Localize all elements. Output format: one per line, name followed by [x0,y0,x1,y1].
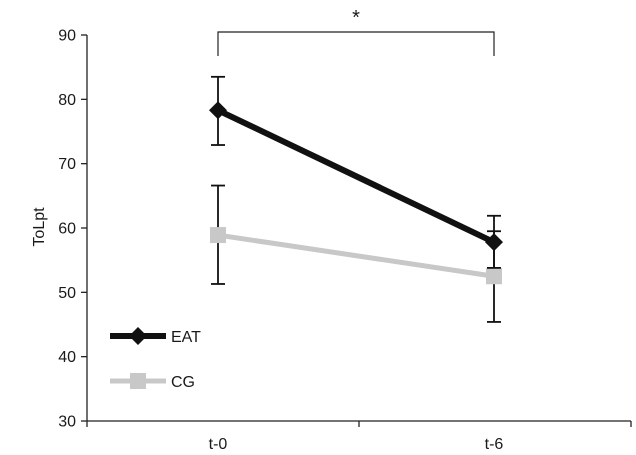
significance-marker: * [352,7,360,29]
y-tick-label: 40 [58,349,76,366]
legend-label: EAT [171,329,201,346]
data-point [486,268,502,285]
y-axis-title: ToLpt [31,207,48,247]
legend-item-cg: CG [110,373,195,391]
y-tick-label: 30 [58,414,76,431]
series-cg [210,184,502,323]
legend-item-eat: EAT [110,327,201,346]
legend: EAT CG [110,327,201,391]
y-tick-label: 50 [58,285,76,302]
series-eat [209,75,503,269]
x-tick-label: t-6 [485,436,504,453]
series [209,75,503,323]
significance-bracket [217,31,495,56]
annotations: * [217,7,495,56]
y-tick-label: 80 [58,92,76,109]
y-tick-label: 70 [58,156,76,173]
series-line [217,232,495,279]
legend-label: CG [171,374,195,391]
data-point [485,233,503,252]
data-point [209,101,227,120]
y-tick-label: 60 [58,221,76,238]
series-line [216,107,496,245]
y-tick-label: 90 [58,28,76,45]
axes: 30 40 50 60 70 80 90 t-0 t-6 [58,28,632,453]
data-point [210,227,226,244]
x-tick-label: t-0 [209,436,228,453]
legend-swatch-marker [130,373,146,389]
legend-swatch-marker [129,327,147,345]
